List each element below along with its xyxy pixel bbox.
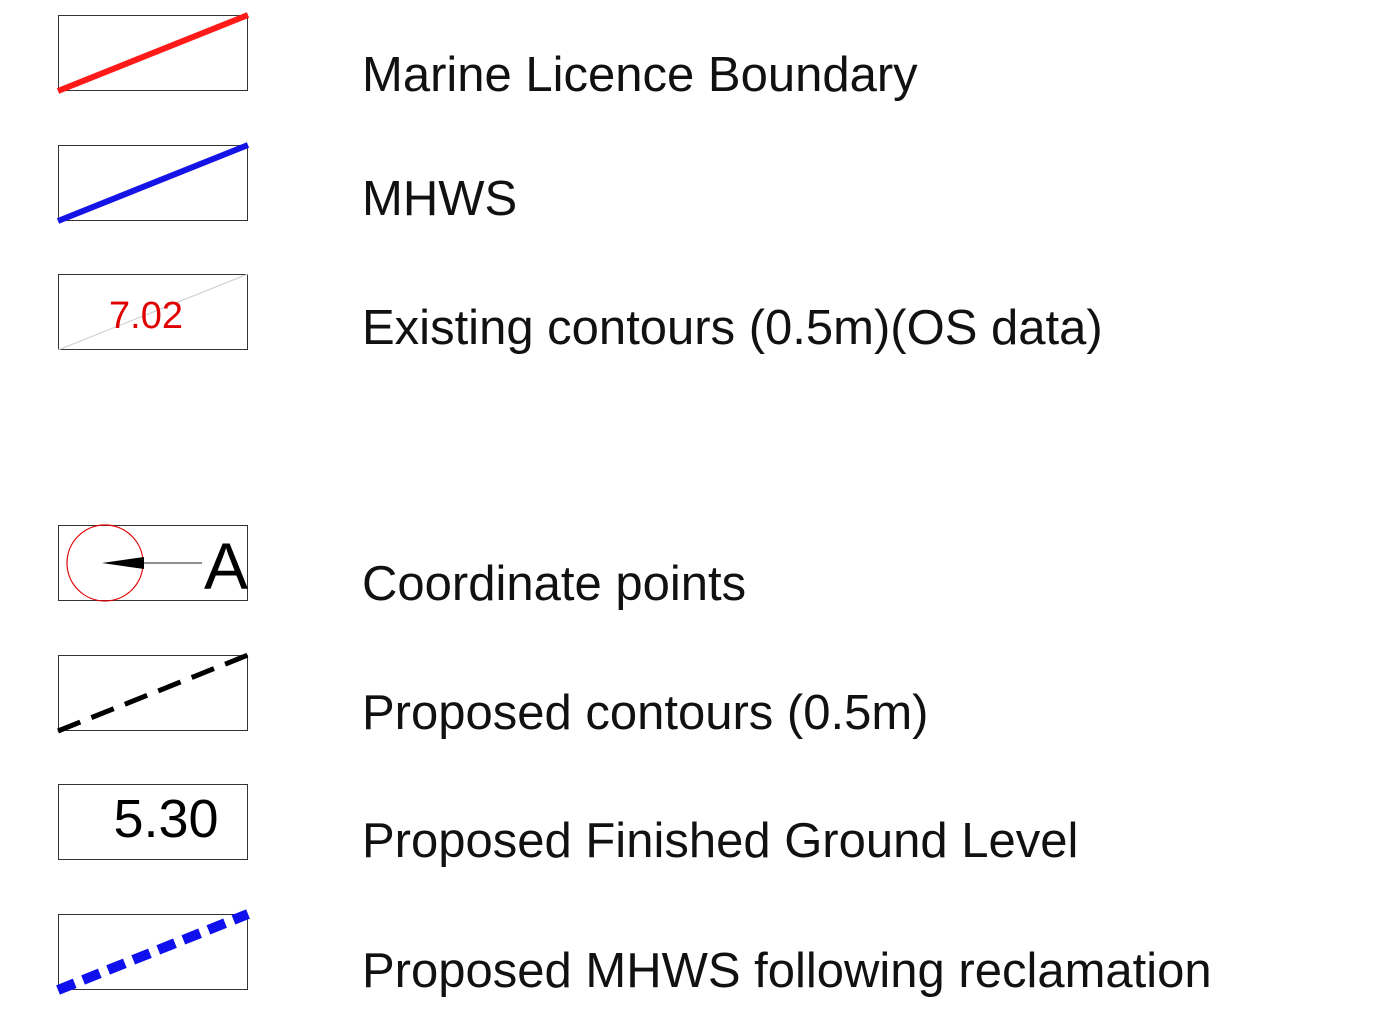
red-solid-line-icon bbox=[56, 12, 250, 94]
level-value-icon: 5.30 bbox=[58, 784, 248, 860]
legend-label: MHWS bbox=[362, 172, 518, 226]
black-dashed-line-icon bbox=[57, 652, 249, 734]
legend-label: Coordinate points bbox=[362, 557, 747, 611]
legend-item-mhws: MHWS bbox=[0, 142, 1394, 226]
level-value: 5.30 bbox=[113, 789, 218, 849]
legend-item-existing-contours: 7.02 Existing contours (0.5m)(OS data) bbox=[0, 273, 1394, 355]
legend-item-proposed-mhws-reclamation: Proposed MHWS following reclamation bbox=[0, 909, 1394, 996]
legend-label: Proposed Finished Ground Level bbox=[362, 814, 1079, 868]
legend-label: Proposed contours (0.5m) bbox=[362, 686, 929, 740]
blue-dashed-line-icon bbox=[56, 909, 250, 995]
legend-item-marine-licence-boundary: Marine Licence Boundary bbox=[0, 12, 1394, 100]
coordinate-letter: A bbox=[204, 529, 248, 603]
contour-value: 7.02 bbox=[109, 295, 183, 337]
legend-item-proposed-contours: Proposed contours (0.5m) bbox=[0, 652, 1394, 738]
contour-label-icon: 7.02 bbox=[57, 273, 249, 351]
legend-label: Proposed MHWS following reclamation bbox=[362, 944, 1212, 998]
blue-solid-line-icon bbox=[56, 142, 250, 224]
legend-item-coordinate-points: A Coordinate points bbox=[0, 524, 1394, 609]
coordinate-marker-icon: A bbox=[58, 524, 248, 603]
legend-item-proposed-finished-ground-level: 5.30 Proposed Finished Ground Level bbox=[0, 784, 1394, 866]
legend-label: Existing contours (0.5m)(OS data) bbox=[362, 301, 1103, 355]
legend-label: Marine Licence Boundary bbox=[362, 48, 918, 102]
